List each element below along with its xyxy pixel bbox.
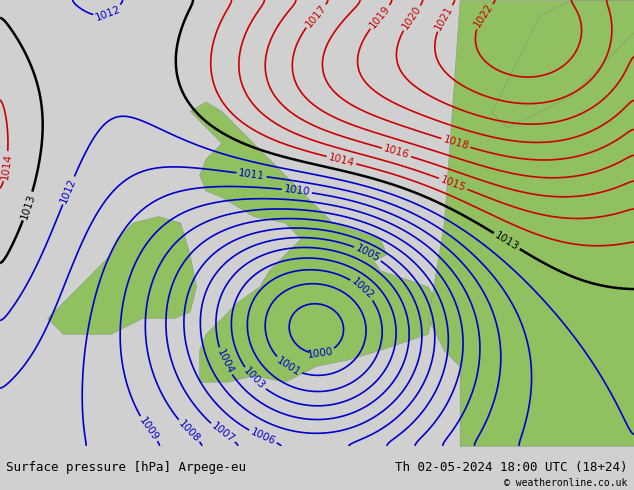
Text: 1009: 1009 <box>137 416 160 442</box>
Text: 1020: 1020 <box>400 4 423 31</box>
Text: 1022: 1022 <box>472 2 495 29</box>
Text: Surface pressure [hPa] Arpege-eu: Surface pressure [hPa] Arpege-eu <box>6 462 247 474</box>
Text: 1008: 1008 <box>176 418 202 444</box>
Text: 1000: 1000 <box>307 346 333 360</box>
Text: 1011: 1011 <box>238 168 265 181</box>
Text: 1010: 1010 <box>283 184 311 197</box>
Text: 1003: 1003 <box>242 366 267 392</box>
Text: 1006: 1006 <box>249 427 277 447</box>
Text: 1021: 1021 <box>433 4 455 32</box>
Text: 1004: 1004 <box>215 347 235 375</box>
Text: 1001: 1001 <box>275 355 302 378</box>
Text: 1016: 1016 <box>382 144 411 161</box>
Text: 1019: 1019 <box>367 3 392 30</box>
Text: 1005: 1005 <box>354 243 382 264</box>
Text: 1012: 1012 <box>94 4 122 23</box>
Text: 1007: 1007 <box>209 421 236 445</box>
Text: 1017: 1017 <box>303 2 328 29</box>
Text: 1013: 1013 <box>493 230 521 252</box>
Text: 1012: 1012 <box>59 176 78 204</box>
Text: © weatheronline.co.uk: © weatheronline.co.uk <box>504 478 628 488</box>
Text: 1013: 1013 <box>19 192 37 220</box>
Text: 1014: 1014 <box>0 152 13 180</box>
Text: 1014: 1014 <box>327 152 356 168</box>
Text: Th 02-05-2024 18:00 UTC (18+24): Th 02-05-2024 18:00 UTC (18+24) <box>395 462 628 474</box>
Text: 1018: 1018 <box>442 134 470 152</box>
Text: 1015: 1015 <box>439 174 467 193</box>
Text: 1002: 1002 <box>349 276 376 301</box>
